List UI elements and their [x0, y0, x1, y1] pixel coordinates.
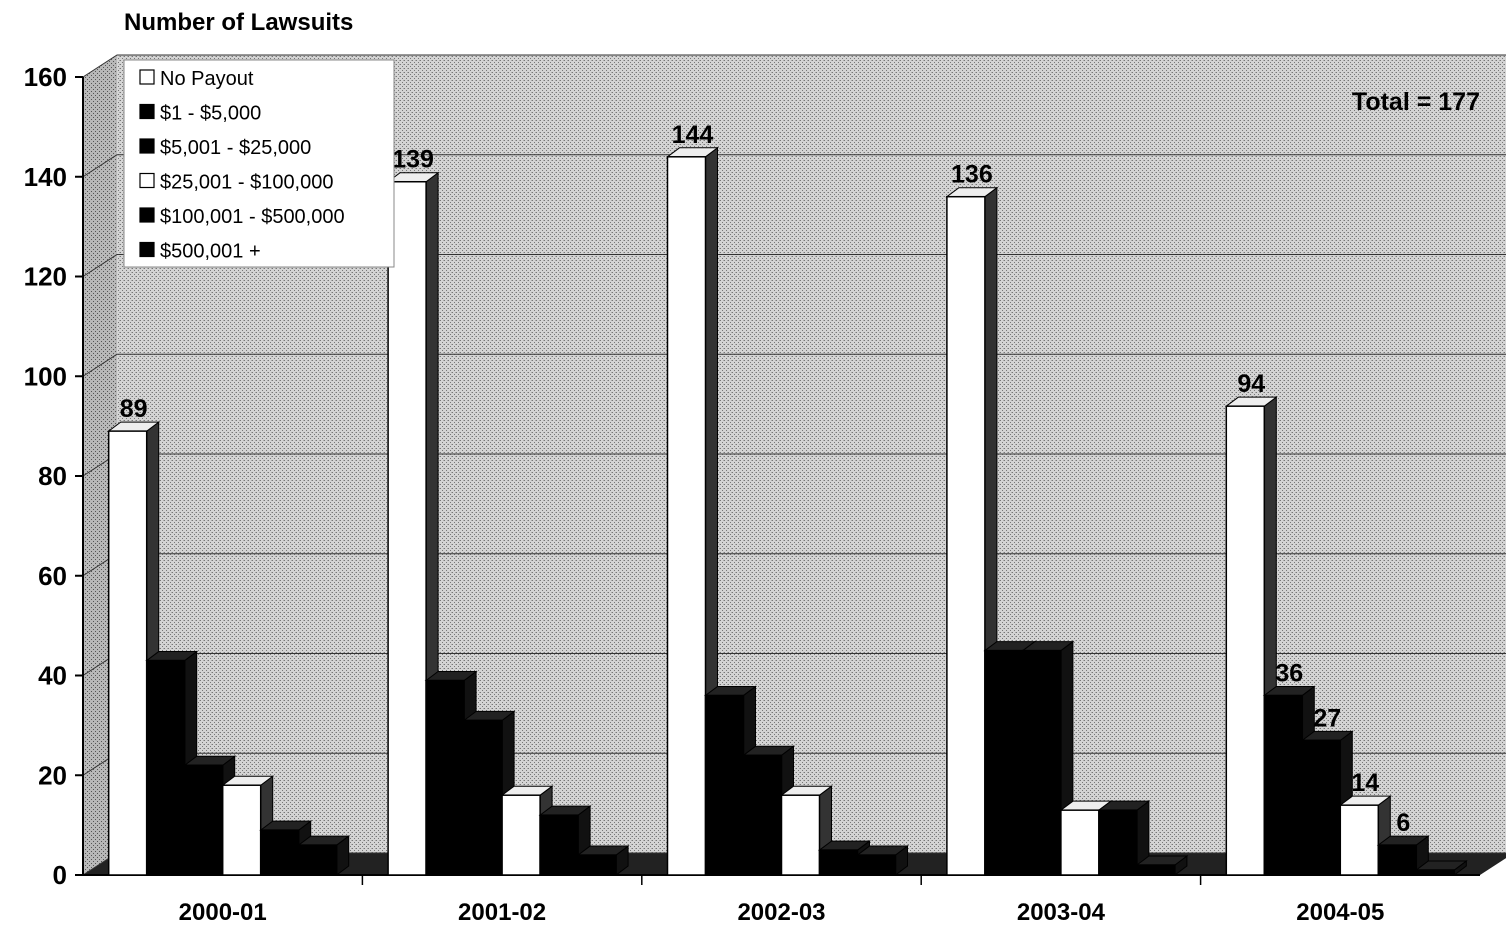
- x-axis-categories: 2000-01 2001-02 2002-03 2003-04 2004-05: [179, 875, 1384, 926]
- bar-front: [1022, 649, 1062, 876]
- x-category-label: 2000-01: [179, 899, 267, 926]
- legend-label: $5,001 - $25,000: [160, 137, 311, 159]
- legend-swatch: [139, 138, 155, 154]
- bar-front: [577, 854, 617, 876]
- y-tick-label: 60: [38, 561, 67, 591]
- x-category-label: 2004-05: [1296, 899, 1384, 926]
- legend-swatch: [139, 69, 155, 85]
- bar-front: [297, 844, 338, 876]
- bar-front: [145, 659, 186, 876]
- y-axis-ticks: 0 20 40 60 80 100 120 140 160: [24, 62, 83, 890]
- y-tick-label: 20: [38, 760, 67, 790]
- bars: [107, 146, 1468, 877]
- data-label: 144: [672, 121, 714, 149]
- bar-front: [501, 794, 541, 876]
- y-tick-label: 140: [24, 162, 67, 192]
- y-axis-title: Number of Lawsuits: [124, 9, 353, 36]
- gridline: [82, 353, 1506, 377]
- bar-front: [1415, 869, 1456, 876]
- x-category-label: 2002-03: [737, 899, 825, 926]
- legend-swatch: [139, 103, 155, 120]
- data-labels: 89 139 144 136 94 36 27 14 6: [120, 121, 1410, 837]
- bar-front: [818, 849, 859, 876]
- bar-front: [946, 195, 986, 876]
- gridline: [82, 154, 1506, 178]
- bar-front: [425, 679, 465, 876]
- y-tick-label: 160: [24, 62, 67, 92]
- legend-label: $100,001 - $500,000: [160, 206, 345, 228]
- bar: [1135, 855, 1189, 876]
- bar-front: [1339, 804, 1380, 876]
- bar: [818, 840, 871, 876]
- y-tick-label: 100: [24, 361, 67, 391]
- bar-front: [1098, 809, 1138, 876]
- bar-front: [1060, 809, 1100, 876]
- bar-front: [463, 719, 503, 876]
- bar-front: [107, 430, 148, 876]
- legend-swatch: [139, 207, 155, 223]
- y-tick-label: 40: [38, 661, 67, 691]
- data-label: 36: [1275, 659, 1303, 687]
- bar: [1097, 800, 1151, 876]
- legend-label: $1 - $5,000: [160, 103, 261, 125]
- bar-front: [259, 829, 300, 876]
- y-tick-label: 120: [24, 262, 67, 292]
- bar-front: [984, 649, 1024, 876]
- bar-front: [183, 764, 224, 876]
- data-label: 14: [1351, 769, 1379, 797]
- x-category-label: 2001-02: [458, 899, 546, 926]
- bar-front: [1136, 864, 1176, 876]
- legend-label: $500,001 +: [160, 241, 261, 263]
- legend: No Payout $1 - $5,000 $5,001 - $25,000 $25,…: [123, 59, 395, 268]
- bar-front: [221, 784, 262, 876]
- bar-front: [780, 794, 821, 876]
- data-label: 136: [951, 161, 993, 189]
- bar-front: [742, 754, 783, 876]
- data-label: 27: [1313, 704, 1341, 732]
- bar-front: [1263, 694, 1304, 876]
- gridline: [82, 54, 1506, 78]
- bar-front: [1301, 739, 1342, 876]
- bar-front: [666, 156, 707, 876]
- bar: [856, 845, 909, 876]
- x-category-label: 2003-04: [1017, 899, 1106, 926]
- data-label: 94: [1237, 370, 1265, 398]
- bar-front: [1225, 405, 1266, 876]
- data-label: 139: [392, 146, 434, 174]
- legend-label: No Payout: [160, 68, 254, 90]
- data-label: 89: [120, 395, 148, 423]
- gridline: [82, 254, 1506, 277]
- y-tick-label: 0: [53, 860, 67, 890]
- bar-front: [856, 854, 897, 876]
- data-label: 6: [1396, 809, 1410, 837]
- legend-label: $25,001 - $100,000: [160, 172, 334, 194]
- bar: [297, 835, 351, 876]
- bar-front: [539, 814, 579, 876]
- bar-front: [704, 694, 745, 876]
- y-tick-label: 80: [38, 461, 67, 491]
- bar-front: [1377, 844, 1418, 876]
- bar-front: [387, 180, 427, 876]
- bar: [576, 845, 630, 876]
- legend-box: [123, 59, 395, 268]
- total-annotation: Total = 177: [1352, 88, 1480, 116]
- bar: [1414, 860, 1468, 876]
- legend-swatch: [139, 172, 155, 189]
- legend-swatch: [139, 241, 155, 258]
